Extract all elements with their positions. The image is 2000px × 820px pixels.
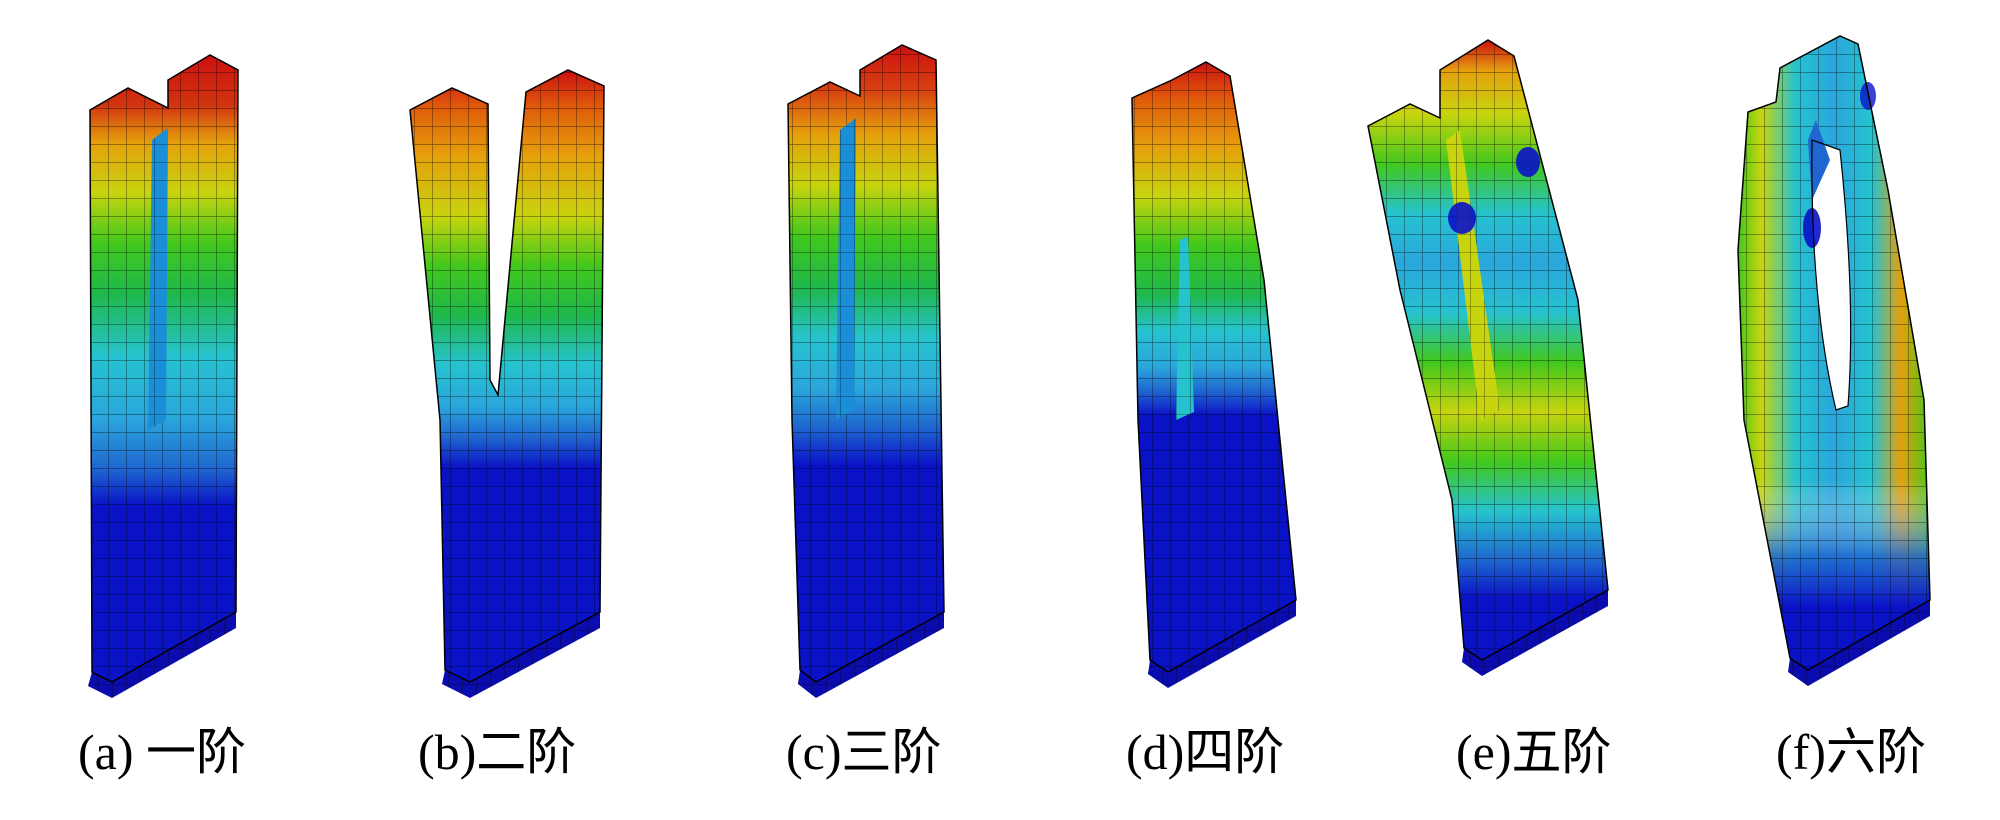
mode-shape-e [1367,39,1609,676]
caption-c: (c)三阶 [786,724,942,780]
caption-f: (f)六阶 [1776,724,1926,780]
caption-a: (a) 一阶 [78,724,246,780]
mode-shape-d [1131,61,1297,688]
mode-shape-b [409,69,605,698]
mode-shape-f [1737,35,1931,686]
caption-e: (e)五阶 [1456,724,1612,780]
caption-d: (d)四阶 [1126,724,1285,780]
caption-b: (b)二阶 [418,724,577,780]
mode-shape-a [88,54,239,698]
mode-shape-c [787,44,945,698]
